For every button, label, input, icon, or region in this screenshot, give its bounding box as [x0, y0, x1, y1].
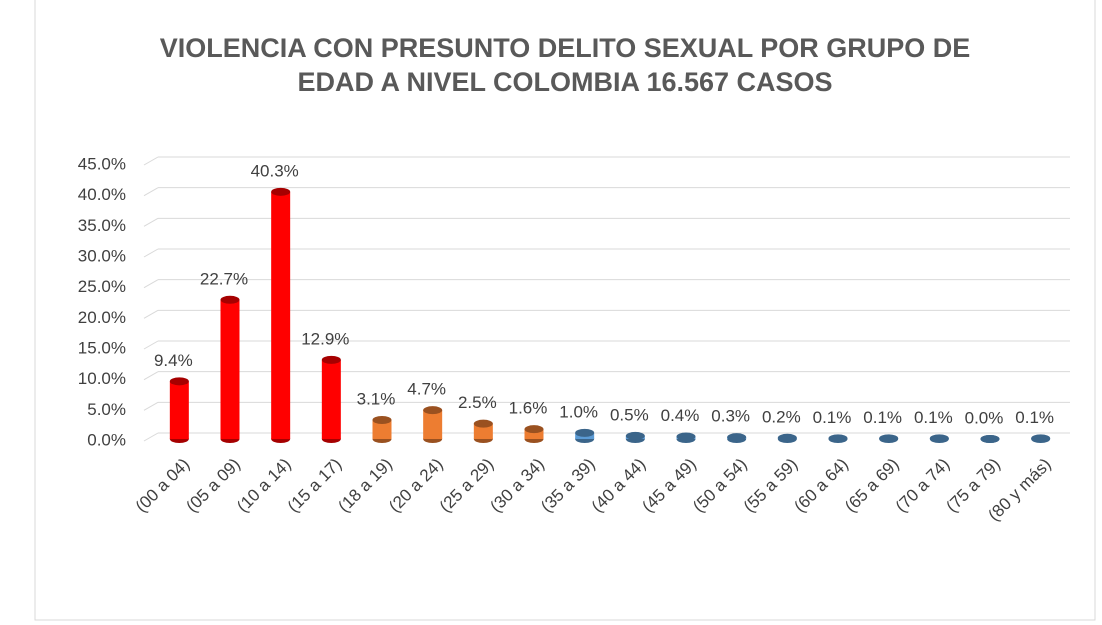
- value-label: 22.7%: [200, 269, 248, 288]
- y-tick-label: 20.0%: [78, 308, 126, 327]
- value-label: 3.1%: [357, 389, 396, 408]
- y-tick-label: 5.0%: [87, 400, 126, 419]
- cylinder-top: [575, 428, 595, 437]
- grid-line-slant: [143, 432, 159, 442]
- value-label: 40.3%: [251, 161, 299, 180]
- y-tick-label: 15.0%: [78, 338, 126, 357]
- value-label: 0.2%: [762, 407, 801, 426]
- grid-line-slant: [143, 217, 159, 227]
- y-tick-label: 30.0%: [78, 246, 126, 265]
- cylinder-top: [929, 434, 949, 443]
- bar: [473, 423, 493, 439]
- cylinder-top: [321, 355, 341, 364]
- grid-line-slant: [143, 248, 159, 258]
- grid-line-slant: [143, 187, 159, 197]
- value-label: 9.4%: [154, 351, 193, 370]
- bar: [423, 410, 443, 439]
- value-label: 0.4%: [661, 406, 700, 425]
- x-tick-label: (20 a 24): [385, 455, 447, 517]
- value-label: 0.1%: [863, 408, 902, 427]
- bar: [321, 359, 341, 439]
- cylinder-top: [676, 432, 696, 441]
- x-tick-label: (70 a 74): [892, 455, 954, 517]
- x-tick-label: (45 a 49): [638, 455, 700, 517]
- bar: [524, 429, 544, 439]
- x-tick-label: (65 a 69): [841, 455, 903, 517]
- grid-line-slant: [143, 309, 159, 319]
- x-tick-label: (10 a 14): [233, 455, 295, 517]
- x-tick-label: (40 a 44): [588, 455, 650, 517]
- x-tick-label: (15 a 17): [284, 455, 346, 517]
- cylinder-top: [423, 406, 443, 415]
- cylinder-top: [777, 433, 797, 442]
- cylinder-top: [220, 295, 240, 304]
- cylinder-top: [727, 433, 747, 442]
- cylinder-top: [980, 435, 1000, 443]
- cylinder-top: [524, 425, 544, 434]
- cylinder-top: [625, 431, 645, 440]
- chart-title: VIOLENCIA CON PRESUNTO DELITO SEXUAL POR…: [160, 33, 971, 63]
- value-label: 0.5%: [610, 405, 649, 424]
- value-label: 2.5%: [458, 393, 497, 412]
- cylinder-top: [1031, 434, 1051, 443]
- value-label: 4.7%: [407, 380, 446, 399]
- value-label: 0.1%: [1015, 408, 1054, 427]
- chart-title: EDAD A NIVEL COLOMBIA 16.567 CASOS: [297, 67, 832, 97]
- cylinder-top: [473, 419, 493, 428]
- value-label: 1.0%: [559, 402, 598, 421]
- value-label: 0.1%: [914, 408, 953, 427]
- grid-line-slant: [143, 371, 159, 381]
- y-tick-label: 25.0%: [78, 277, 126, 296]
- grid-line-slant: [143, 340, 159, 350]
- x-tick-label: (35 a 39): [537, 455, 599, 517]
- cylinder-top: [169, 377, 189, 386]
- bar: [372, 419, 392, 439]
- y-tick-label: 35.0%: [78, 216, 126, 235]
- bar: [220, 299, 240, 439]
- x-tick-label: (00 a 04): [132, 455, 194, 517]
- x-tick-label: (60 a 64): [790, 455, 852, 517]
- grid-line-slant: [143, 156, 159, 166]
- x-tick-label: (55 a 59): [740, 455, 802, 517]
- grid-line-slant: [143, 401, 159, 411]
- bar: [169, 381, 189, 439]
- y-tick-label: 0.0%: [87, 430, 126, 449]
- y-tick-label: 10.0%: [78, 369, 126, 388]
- value-label: 0.0%: [965, 408, 1004, 427]
- cylinder-top: [271, 187, 291, 196]
- y-tick-label: 45.0%: [78, 154, 126, 173]
- y-tick-label: 40.0%: [78, 185, 126, 204]
- value-label: 12.9%: [301, 329, 349, 348]
- value-label: 1.6%: [509, 399, 548, 418]
- cylinder-top: [828, 434, 848, 443]
- x-tick-label: (18 a 19): [334, 455, 396, 517]
- cylinder-top: [372, 415, 392, 424]
- bar: [271, 191, 291, 439]
- cylinder-top: [879, 434, 899, 443]
- x-tick-label: (30 a 34): [486, 455, 548, 517]
- value-label: 0.3%: [711, 407, 750, 426]
- value-label: 0.1%: [813, 408, 852, 427]
- chart-frame: [34, 0, 1096, 621]
- grid-line-slant: [143, 279, 159, 289]
- x-tick-label: (05 a 09): [182, 455, 244, 517]
- x-tick-label: (50 a 54): [689, 455, 751, 517]
- x-tick-label: (25 a 29): [436, 455, 498, 517]
